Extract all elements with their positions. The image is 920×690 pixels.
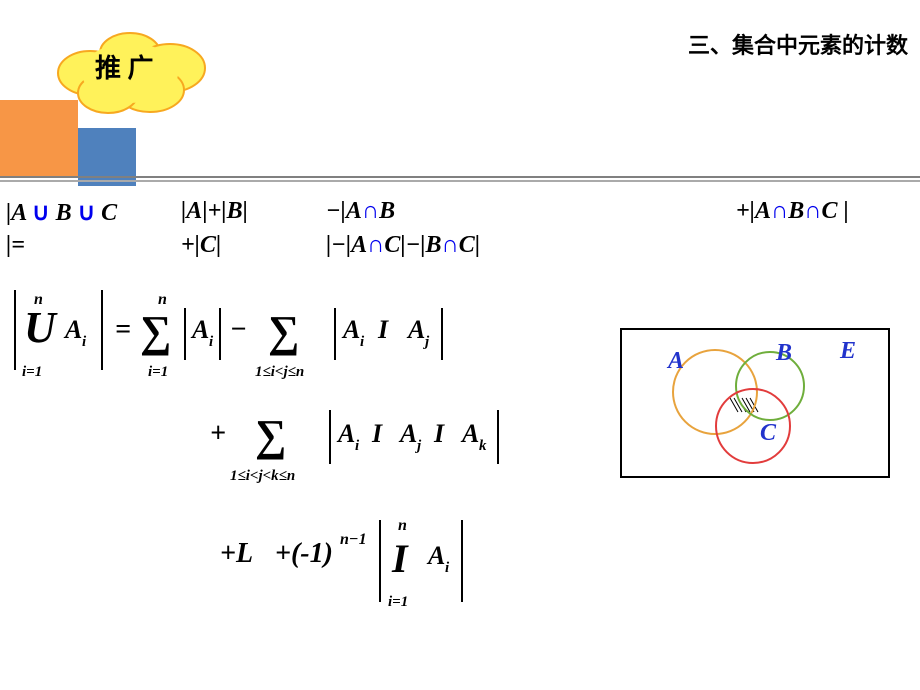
formula-general: U n i=1 A i = ∑ n i=1 A i − ∑ 1≤i<j≤n A … — [10, 280, 570, 657]
svg-text:i=1: i=1 — [22, 364, 42, 380]
svg-text:A: A — [190, 315, 209, 344]
decor-line — [0, 176, 920, 178]
svg-text:i: i — [360, 334, 365, 350]
svg-text:I: I — [377, 315, 389, 344]
svg-text:A: A — [398, 419, 417, 448]
svg-text:+(-1): +(-1) — [275, 538, 333, 569]
svg-text:n: n — [398, 517, 407, 534]
cloud-label: 推 广 — [95, 48, 154, 85]
svg-text:I: I — [433, 419, 445, 448]
section-title: 三、集合中元素的计数 — [688, 28, 908, 60]
svg-text:k: k — [479, 438, 487, 454]
svg-text:U: U — [24, 303, 58, 352]
svg-text:j: j — [423, 334, 430, 350]
svg-text:i=1: i=1 — [148, 364, 168, 380]
svg-text:∑: ∑ — [140, 307, 171, 356]
svg-text:A: A — [460, 419, 479, 448]
svg-text:i: i — [82, 334, 87, 350]
svg-text:1≤i<j≤n: 1≤i<j≤n — [255, 364, 304, 380]
svg-text:A: A — [336, 419, 355, 448]
svg-text:+: + — [210, 418, 226, 449]
svg-text:i: i — [209, 334, 214, 350]
svg-text:I: I — [371, 419, 383, 448]
venn-diagram-frame — [620, 328, 890, 478]
svg-text:A: A — [63, 315, 82, 344]
svg-text:i: i — [445, 560, 450, 576]
svg-text:1≤i<j<k≤n: 1≤i<j<k≤n — [230, 468, 295, 484]
svg-text:n: n — [158, 291, 167, 308]
svg-text:n: n — [34, 291, 43, 308]
svg-text:I: I — [391, 536, 409, 581]
svg-text:A: A — [426, 541, 445, 570]
svg-text:n−1: n−1 — [340, 531, 367, 548]
svg-text:−: − — [230, 314, 247, 345]
decor-orange-square — [0, 100, 78, 178]
svg-text:j: j — [415, 438, 422, 454]
svg-text:A: A — [341, 315, 360, 344]
svg-text:i=1: i=1 — [388, 594, 408, 610]
svg-text:∑: ∑ — [268, 307, 299, 356]
decor-line — [0, 180, 920, 182]
svg-text:A: A — [406, 315, 425, 344]
svg-text:i: i — [355, 438, 360, 454]
svg-text:=: = — [115, 314, 131, 345]
svg-text:∑: ∑ — [255, 411, 286, 460]
svg-text:+L: +L — [220, 538, 253, 569]
